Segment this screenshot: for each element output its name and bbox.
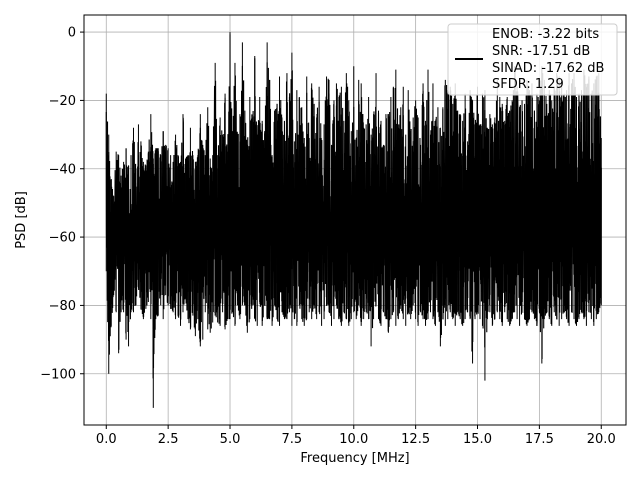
y-tick-label: −100 — [40, 367, 76, 382]
x-tick-label: 17.5 — [525, 432, 554, 447]
legend-entry: SINAD: -17.62 dB — [492, 61, 604, 76]
legend-entry: SNR: -17.51 dB — [492, 44, 590, 59]
y-tick-label: 0 — [68, 26, 76, 41]
psd-series — [105, 32, 602, 408]
x-axis: 0.0 2.5 5.0 7.5 10.0 12.5 15.0 17.5 20.0 — [96, 425, 616, 447]
x-axis-label: Frequency [MHz] — [300, 451, 409, 466]
legend-entry: SFDR: 1.29 — [492, 77, 564, 92]
x-tick-label: 12.5 — [401, 432, 430, 447]
y-axis: 0 −20 −40 −60 −80 −100 — [40, 26, 84, 382]
y-tick-label: −60 — [49, 231, 76, 246]
x-tick-label: 15.0 — [463, 432, 492, 447]
x-tick-label: 10.0 — [339, 432, 368, 447]
axes-frame — [83, 14, 627, 426]
legend: ENOB: -3.22 bits SNR: -17.51 dB SINAD: -… — [447, 23, 618, 96]
x-tick-label: 0.0 — [96, 432, 117, 447]
y-tick-label: −20 — [49, 94, 76, 109]
x-tick-label: 2.5 — [158, 432, 179, 447]
y-tick-label: −40 — [49, 162, 76, 177]
x-tick-label: 5.0 — [220, 432, 241, 447]
y-tick-label: −80 — [49, 299, 76, 314]
legend-entry: ENOB: -3.22 bits — [492, 27, 599, 42]
x-tick-label: 7.5 — [282, 432, 303, 447]
legend-box — [447, 23, 618, 96]
y-axis-label: PSD [dB] — [14, 191, 29, 249]
x-tick-label: 20.0 — [587, 432, 616, 447]
